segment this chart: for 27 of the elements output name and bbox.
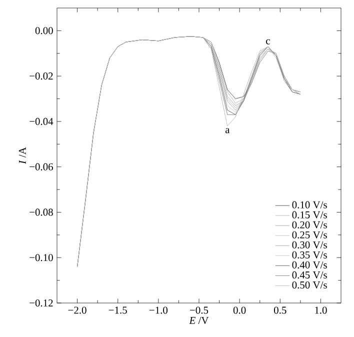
x-tick-label: 0.0 xyxy=(233,306,246,314)
y-axis-title: I /A xyxy=(18,147,26,164)
legend-label: 0.35 V/s xyxy=(292,251,327,258)
y-tick-label: −0.02 xyxy=(30,72,53,80)
x-tick-label: −1.0 xyxy=(149,306,168,314)
x-axis-title: E /V xyxy=(189,316,209,324)
annotation: a xyxy=(225,128,230,134)
legend-label: 0.40 V/s xyxy=(292,261,327,269)
x-tick-label: 0.5 xyxy=(274,306,286,314)
y-tick-label: −0.10 xyxy=(30,254,53,262)
legend-label: 0.50 V/s xyxy=(292,281,327,289)
y-tick-label: −0.08 xyxy=(30,208,53,216)
legend-label: 0.20 V/s xyxy=(292,221,327,228)
legend-label: 0.15 V/s xyxy=(292,211,327,218)
x-tick-label: 1.0 xyxy=(315,306,327,314)
legend-label: 0.10 V/s xyxy=(292,201,327,208)
legend-label: 0.45 V/s xyxy=(292,271,327,279)
x-tick-label: −1.5 xyxy=(108,306,127,314)
annotation: c xyxy=(266,39,270,44)
legend-label: 0.25 V/s xyxy=(292,231,327,238)
x-tick-label: −0.5 xyxy=(190,306,208,314)
legend-label: 0.30 V/s xyxy=(292,241,327,248)
y-tick-label: −0.06 xyxy=(30,163,54,170)
x-tick-label: −2.0 xyxy=(68,306,86,314)
y-tick-label: −0.12 xyxy=(30,299,53,307)
y-tick-label: 0.00 xyxy=(35,27,53,34)
y-tick-label: −0.04 xyxy=(30,118,54,126)
